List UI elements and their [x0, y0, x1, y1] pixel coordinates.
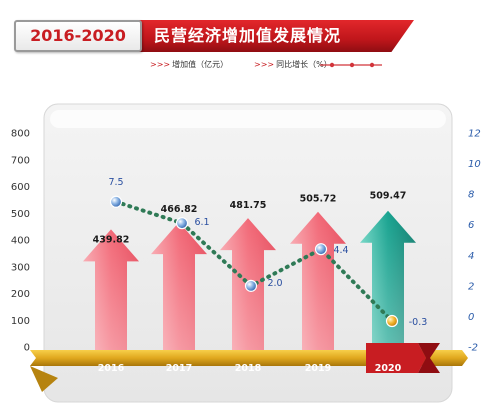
banner-year-range: 2016-2020 — [14, 20, 142, 52]
year-label: 2019 — [305, 363, 331, 374]
value-arrow-sheen — [151, 222, 207, 352]
left-tick-label: 700 — [11, 155, 30, 166]
legend: >>> 增加值（亿元） >>> 同比增长（%） — [150, 58, 410, 72]
right-tick-label: 6 — [468, 220, 474, 231]
value-label: 439.82 — [93, 234, 130, 245]
value-label: 505.72 — [300, 194, 337, 205]
left-tick-label: 300 — [11, 262, 30, 273]
left-tick-label: 0 — [24, 343, 30, 354]
year-label: 2018 — [235, 363, 262, 374]
legend-item-value: >>> 增加值（亿元） — [150, 58, 228, 72]
value-label: 481.75 — [230, 200, 267, 211]
ribbon-highlight-fold — [418, 343, 440, 373]
value-arrows — [83, 210, 416, 352]
right-tick-label: 4 — [468, 251, 474, 262]
left-tick-label: 100 — [11, 316, 30, 327]
left-tick-label: 800 — [11, 129, 30, 140]
legend-growth-line-swatch — [320, 62, 382, 68]
growth-point — [109, 195, 123, 208]
right-axis: -2 0 2 4 6 8 10 12 — [468, 129, 481, 354]
value-labels: 439.82 466.82 481.75 505.72 509.47 — [93, 191, 407, 246]
legend-growth-label: 同比增长（%） — [276, 60, 332, 69]
value-label: 466.82 — [161, 204, 198, 215]
right-tick-label: -2 — [468, 343, 478, 354]
year-labels: 2016 2017 2018 2019 2020 — [98, 363, 402, 374]
value-arrow-sheen — [290, 211, 346, 352]
chart-panel-sheen — [50, 110, 446, 128]
growth-point — [385, 314, 399, 328]
year-label: 2020 — [375, 363, 402, 374]
growth-point — [175, 217, 189, 230]
value-arrow-sheen — [83, 229, 139, 352]
value-arrow-sheen — [360, 210, 416, 352]
banner-title: 民营经济增加值发展情况 — [154, 26, 342, 45]
left-tick-label: 500 — [11, 209, 30, 220]
right-tick-label: 10 — [468, 159, 481, 170]
legend-value-label: 增加值（亿元） — [172, 60, 229, 69]
growth-label: 2.0 — [267, 278, 282, 289]
growth-label: 7.5 — [108, 177, 123, 188]
banner-red-band — [132, 20, 414, 52]
legend-chevron: >>> — [254, 60, 275, 69]
left-axis: 0 100 200 300 400 500 600 700 800 — [11, 129, 30, 354]
left-tick-label: 200 — [11, 289, 30, 300]
legend-item-growth: >>> 同比增长（%） — [254, 58, 332, 72]
value-label: 509.47 — [370, 191, 407, 202]
growth-label: 6.1 — [194, 217, 209, 228]
right-tick-label: 12 — [468, 129, 481, 140]
right-tick-label: 2 — [468, 281, 474, 292]
ribbon-highlight — [366, 343, 426, 373]
right-tick-label: 8 — [468, 190, 474, 201]
growth-point — [244, 279, 258, 292]
header-banner: 2016-2020 民营经济增加值发展情况 — [14, 20, 414, 52]
year-label: 2016 — [98, 363, 125, 374]
growth-label: 4.4 — [333, 245, 348, 256]
legend-chevron: >>> — [150, 60, 171, 69]
year-label: 2017 — [166, 363, 192, 374]
growth-label: -0.3 — [409, 317, 428, 328]
left-tick-label: 400 — [11, 236, 30, 247]
left-tick-label: 600 — [11, 182, 30, 193]
right-tick-label: 0 — [468, 312, 474, 323]
growth-point — [314, 243, 328, 256]
growth-line: 7.5 6.1 2.0 4.4 -0.3 — [108, 177, 427, 328]
year-ribbon — [30, 343, 468, 392]
